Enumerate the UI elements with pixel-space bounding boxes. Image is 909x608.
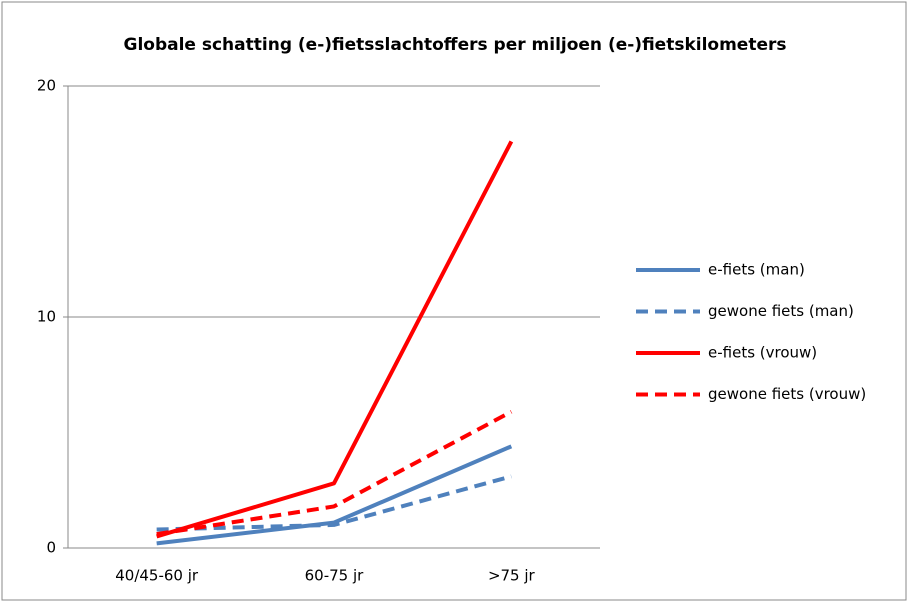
x-tick-label: 40/45-60 jr xyxy=(115,567,199,585)
legend-label: e-fiets (man) xyxy=(708,261,805,279)
series-line xyxy=(156,444,513,546)
series-line xyxy=(156,474,512,532)
x-tick-label: 60-75 jr xyxy=(305,567,365,585)
chart-title: Globale schatting (e-)fietsslachtoffers … xyxy=(123,35,786,55)
legend-label: e-fiets (vrouw) xyxy=(708,344,817,362)
legend-label: gewone fiets (vrouw) xyxy=(708,385,866,403)
y-tick-label: 20 xyxy=(37,77,56,95)
y-tick-label: 10 xyxy=(37,308,56,326)
series-line xyxy=(156,140,514,539)
x-tick-label: >75 jr xyxy=(488,567,536,585)
legend-label: gewone fiets (man) xyxy=(708,302,854,320)
y-tick-label: 0 xyxy=(46,539,56,557)
series-line xyxy=(156,409,513,537)
